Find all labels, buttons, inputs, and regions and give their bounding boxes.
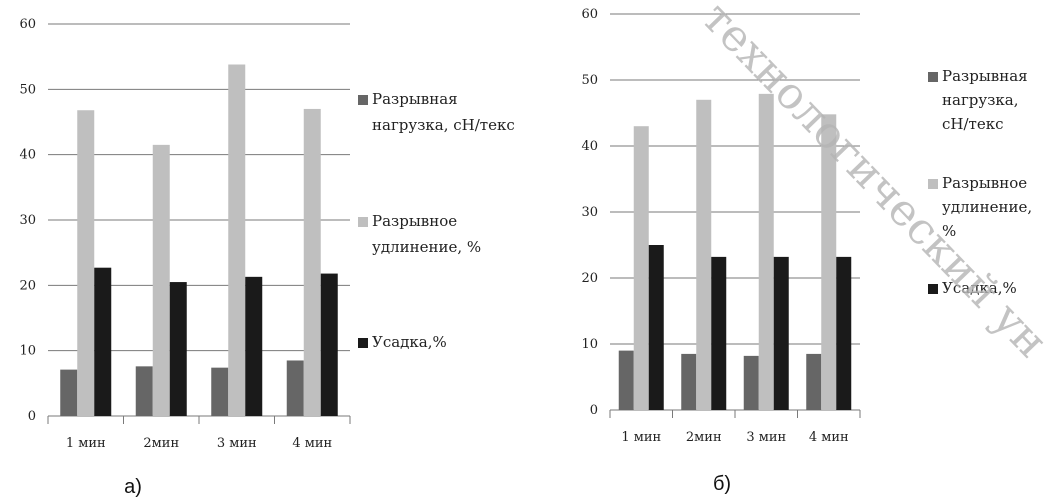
panel-b-legend-swatch-2 <box>928 179 938 189</box>
panel-b-legend-swatch-3 <box>928 284 938 294</box>
panel-b-ytick-label: 40 <box>581 139 598 154</box>
panel-b-bar-s1-c4 <box>806 353 822 410</box>
panel-b-ytick-label: 30 <box>581 205 598 220</box>
panel-b-bar-s3-c3 <box>773 256 789 410</box>
panel-b-ytick-label: 20 <box>581 271 598 286</box>
panel-a-bar-s2-c3 <box>228 64 246 417</box>
panel-a-legend-label-2: удлинение, % <box>372 238 481 256</box>
panel-a-bar-s1-c1 <box>60 369 78 416</box>
panel-a-legend-label-2: Разрывное <box>372 212 457 230</box>
panel-b-legend-label-1: нагрузка, <box>942 91 1019 109</box>
panel-b-ytick-label: 0 <box>590 403 598 418</box>
panel-b-category-label: 3 мин <box>746 430 786 445</box>
panel-a-legend-label-1: нагрузка, сН/текс <box>372 116 515 134</box>
panel-a-bar-s3-c2 <box>169 282 187 416</box>
panel-b-ytick-label: 10 <box>581 337 598 352</box>
panel-b-category-label: 1 мин <box>621 430 661 445</box>
panel-b-bar-s3-c2 <box>711 256 727 410</box>
panel-a-ytick-label: 60 <box>19 17 36 32</box>
panel-a-legend-label-1: Разрывная <box>372 90 458 108</box>
panel-b-bar-s3-c4 <box>836 256 852 410</box>
panel-a-category-label: 4 мин <box>292 436 332 451</box>
panel-b-ytick-label: 60 <box>581 7 598 22</box>
panel-b-legend-label-1: сН/текс <box>942 115 1004 133</box>
panel-a-ytick-label: 30 <box>19 213 36 228</box>
panel-b-legend-label-2: % <box>942 222 956 240</box>
panel-a-bar-s3-c1 <box>94 267 112 416</box>
panel-b-legend-swatch-1 <box>928 72 938 82</box>
panel-a-category-label: 3 мин <box>217 436 257 451</box>
panel-a-bar-s2-c2 <box>152 144 170 416</box>
panel-b-ytick-label: 50 <box>581 73 598 88</box>
panel-b-bar-s2-c4 <box>821 114 837 410</box>
panel-b-bar-s1-c1 <box>618 350 634 410</box>
panel-b-bar-s2-c2 <box>696 99 712 411</box>
panel-b-category-label: 4 мин <box>809 430 849 445</box>
panel-a-legend-swatch-1 <box>358 95 368 105</box>
panel-b-bar-s1-c2 <box>681 353 697 410</box>
panel-b-legend-label-3: Усадка,% <box>942 279 1017 297</box>
panel-b-bar-s1-c3 <box>743 355 759 410</box>
panel-a-label: а) <box>124 476 142 498</box>
panel-a-bar-s3-c3 <box>245 276 263 416</box>
panel-a-bar-s2-c1 <box>77 110 95 417</box>
chart-panel-b: 0 10 20 30 40 50 60 1 мин 2мин 3 мин 4 мин Разрывна… <box>581 7 1032 495</box>
panel-a-bar-s1-c3 <box>211 367 229 416</box>
panel-a-legend-label-3: Усадка,% <box>372 333 447 351</box>
panel-b-category-label: 2мин <box>686 430 722 445</box>
panel-a-bar-s1-c2 <box>135 366 153 416</box>
panel-a-legend-swatch-2 <box>358 217 368 227</box>
panel-b-label: б) <box>713 473 731 495</box>
panel-a-ytick-label: 50 <box>19 82 36 97</box>
panel-b-bar-s3-c1 <box>648 245 664 410</box>
panel-a-ytick-label: 40 <box>19 148 36 163</box>
panel-a-ytick-label: 10 <box>19 344 36 359</box>
panel-b-legend-label-2: удлинение, <box>942 198 1032 216</box>
panel-a-ytick-label: 0 <box>28 409 36 424</box>
panel-b-bar-s2-c1 <box>633 126 649 410</box>
chart-panel-a: 0 10 20 30 40 50 60 1 мин 2мин 3 мин 4 мин Разрывна… <box>19 17 514 498</box>
panel-b-legend-label-1: Разрывная <box>942 67 1028 85</box>
panel-a-ytick-label: 20 <box>19 278 36 293</box>
panel-a-bar-s3-c4 <box>320 273 338 416</box>
panel-a-category-label: 2мин <box>143 436 179 451</box>
panel-a-bar-s2-c4 <box>303 108 321 416</box>
panel-a-legend-swatch-3 <box>358 338 368 348</box>
panel-b-legend-label-2: Разрывное <box>942 174 1027 192</box>
panel-a-category-label: 1 мин <box>66 436 106 451</box>
panel-b-bar-s2-c3 <box>758 93 774 411</box>
panel-a-bar-s1-c4 <box>286 360 304 416</box>
